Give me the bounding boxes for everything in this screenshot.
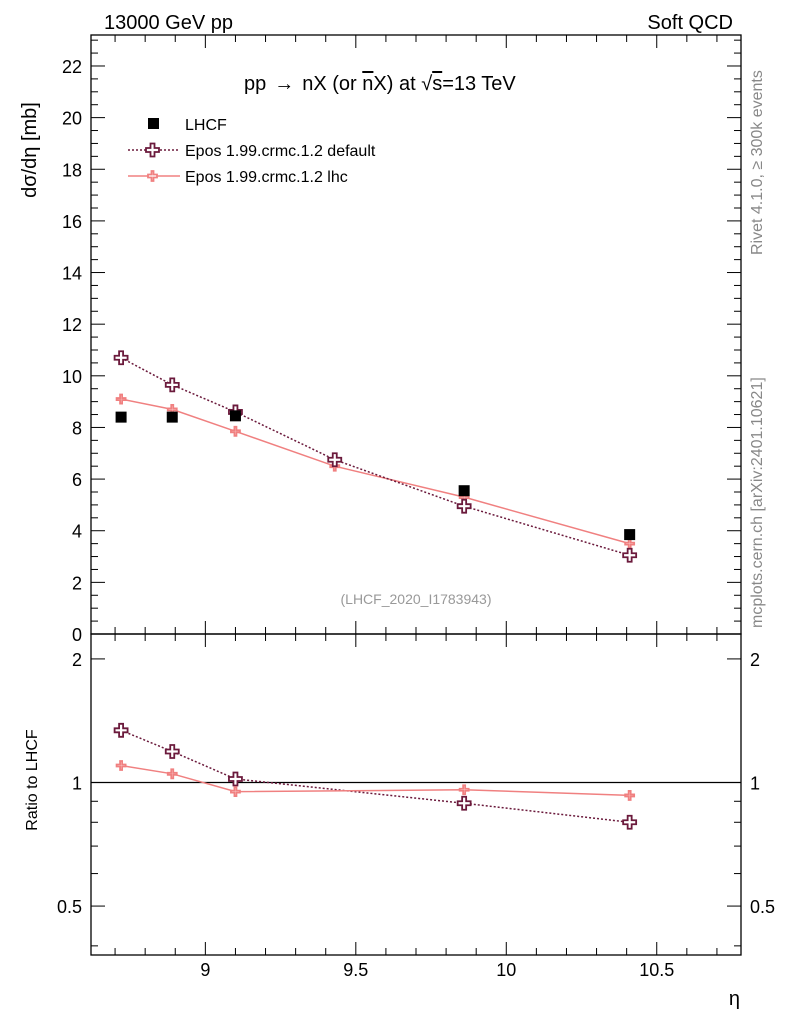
header-left: 13000 GeV pp	[104, 12, 233, 34]
axis-ticks	[91, 35, 741, 955]
y-axis-label-ratio: Ratio to LHCF	[24, 729, 41, 831]
header-right: Soft QCD	[647, 12, 733, 34]
y-tick-label-main: 8	[72, 418, 82, 438]
data-point-lhcf	[115, 411, 127, 423]
legend-label-epos-default: Epos 1.99.crmc.1.2 default	[185, 143, 376, 160]
y-tick-label-main: 22	[62, 57, 82, 77]
y-tick-label-ratio-right: 2	[750, 650, 760, 670]
series-line-epos-1-99-crmc-1-2-default	[120, 357, 630, 556]
analysis-id: (LHCF_2020_I1783943)	[341, 591, 492, 607]
x-tick-label: 10	[496, 960, 516, 980]
data-point-ratio-epos-1-99-crmc-1-2-lhc	[230, 786, 241, 798]
data-point-epos-1-99-crmc-1-2-default	[113, 350, 129, 366]
legend-marker-epos-lhc	[147, 170, 158, 182]
y-tick-label-main: 6	[72, 470, 82, 490]
x-tick-label: 9.5	[343, 960, 368, 980]
x-axis-label: η	[729, 988, 740, 1010]
y-tick-label-ratio-left: 1	[72, 773, 82, 793]
data-point-epos-1-99-crmc-1-2-lhc	[624, 538, 636, 550]
series-line-ratio-epos-1-99-crmc-1-2-default	[120, 729, 630, 824]
data-point-epos-1-99-crmc-1-2-default	[327, 452, 343, 468]
data-point-ratio-epos-1-99-crmc-1-2-default	[622, 814, 638, 830]
data-point-epos-1-99-crmc-1-2-default	[622, 547, 638, 563]
data-point-ratio-epos-1-99-crmc-1-2-default	[113, 722, 129, 738]
mcplots-label: mcplots.cern.ch [arXiv:2401.10621]	[749, 377, 766, 628]
data-point-ratio-epos-1-99-crmc-1-2-default	[228, 771, 243, 787]
y-tick-label-main: 2	[72, 573, 82, 593]
data-point-epos-1-99-crmc-1-2-lhc	[230, 425, 241, 437]
x-tick-label: 9	[200, 960, 210, 980]
data-point-epos-1-99-crmc-1-2-lhc	[115, 393, 127, 405]
data-point-ratio-epos-1-99-crmc-1-2-default	[456, 795, 472, 811]
ratio-plot-frame	[90, 633, 742, 956]
y-tick-label-main: 18	[62, 160, 82, 180]
y-tick-label-main: 4	[72, 522, 82, 542]
y-tick-label-main: 16	[62, 212, 82, 232]
data-point-lhcf	[624, 529, 636, 541]
y-tick-label-main: 0	[72, 625, 82, 645]
legend-label-lhcf: LHCF	[185, 117, 227, 134]
rivet-label: Rivet 4.1.0, ≥ 300k events	[749, 70, 766, 255]
data-point-epos-1-99-crmc-1-2-default	[456, 498, 472, 514]
data-point-ratio-epos-1-99-crmc-1-2-lhc	[166, 768, 178, 780]
legend-label-epos-lhc: Epos 1.99.crmc.1.2 lhc	[185, 169, 348, 186]
y-tick-label-main: 14	[62, 264, 82, 284]
series-main	[113, 350, 638, 563]
y-tick-label-main: 20	[62, 109, 82, 129]
data-point-lhcf	[229, 410, 241, 422]
series-line-epos-1-99-crmc-1-2-lhc	[120, 398, 630, 545]
y-tick-label-ratio-left: 0.5	[57, 897, 82, 917]
data-point-ratio-epos-1-99-crmc-1-2-lhc	[115, 760, 127, 771]
data-point-ratio-epos-1-99-crmc-1-2-lhc	[458, 784, 470, 796]
series-line-ratio-epos-1-99-crmc-1-2-lhc	[120, 764, 630, 797]
data-point-ratio-epos-1-99-crmc-1-2-lhc	[624, 790, 636, 801]
data-point-lhcf	[166, 411, 178, 423]
legend-marker-epos-default	[145, 142, 160, 158]
legend: LHCF Epos 1.99.crmc.1.2 default Epos 1.9…	[128, 117, 376, 186]
y-axis-label-main: dσ/dη [mb]	[19, 102, 41, 198]
data-point-epos-1-99-crmc-1-2-default	[164, 377, 180, 393]
y-tick-label-main: 12	[62, 315, 82, 335]
y-tick-label-ratio-right: 0.5	[750, 897, 775, 917]
data-point-ratio-epos-1-99-crmc-1-2-default	[164, 744, 180, 759]
data-point-lhcf	[458, 485, 470, 497]
legend-marker-lhcf	[148, 118, 159, 129]
series-ratio	[113, 722, 638, 830]
y-tick-label-main: 10	[62, 367, 82, 387]
x-tick-label: 10.5	[639, 960, 674, 980]
y-tick-label-ratio-right: 1	[750, 773, 760, 793]
chart-title: pp → nX (or nX) at √s=13 TeV	[244, 73, 516, 95]
y-tick-label-ratio-left: 2	[72, 650, 82, 670]
